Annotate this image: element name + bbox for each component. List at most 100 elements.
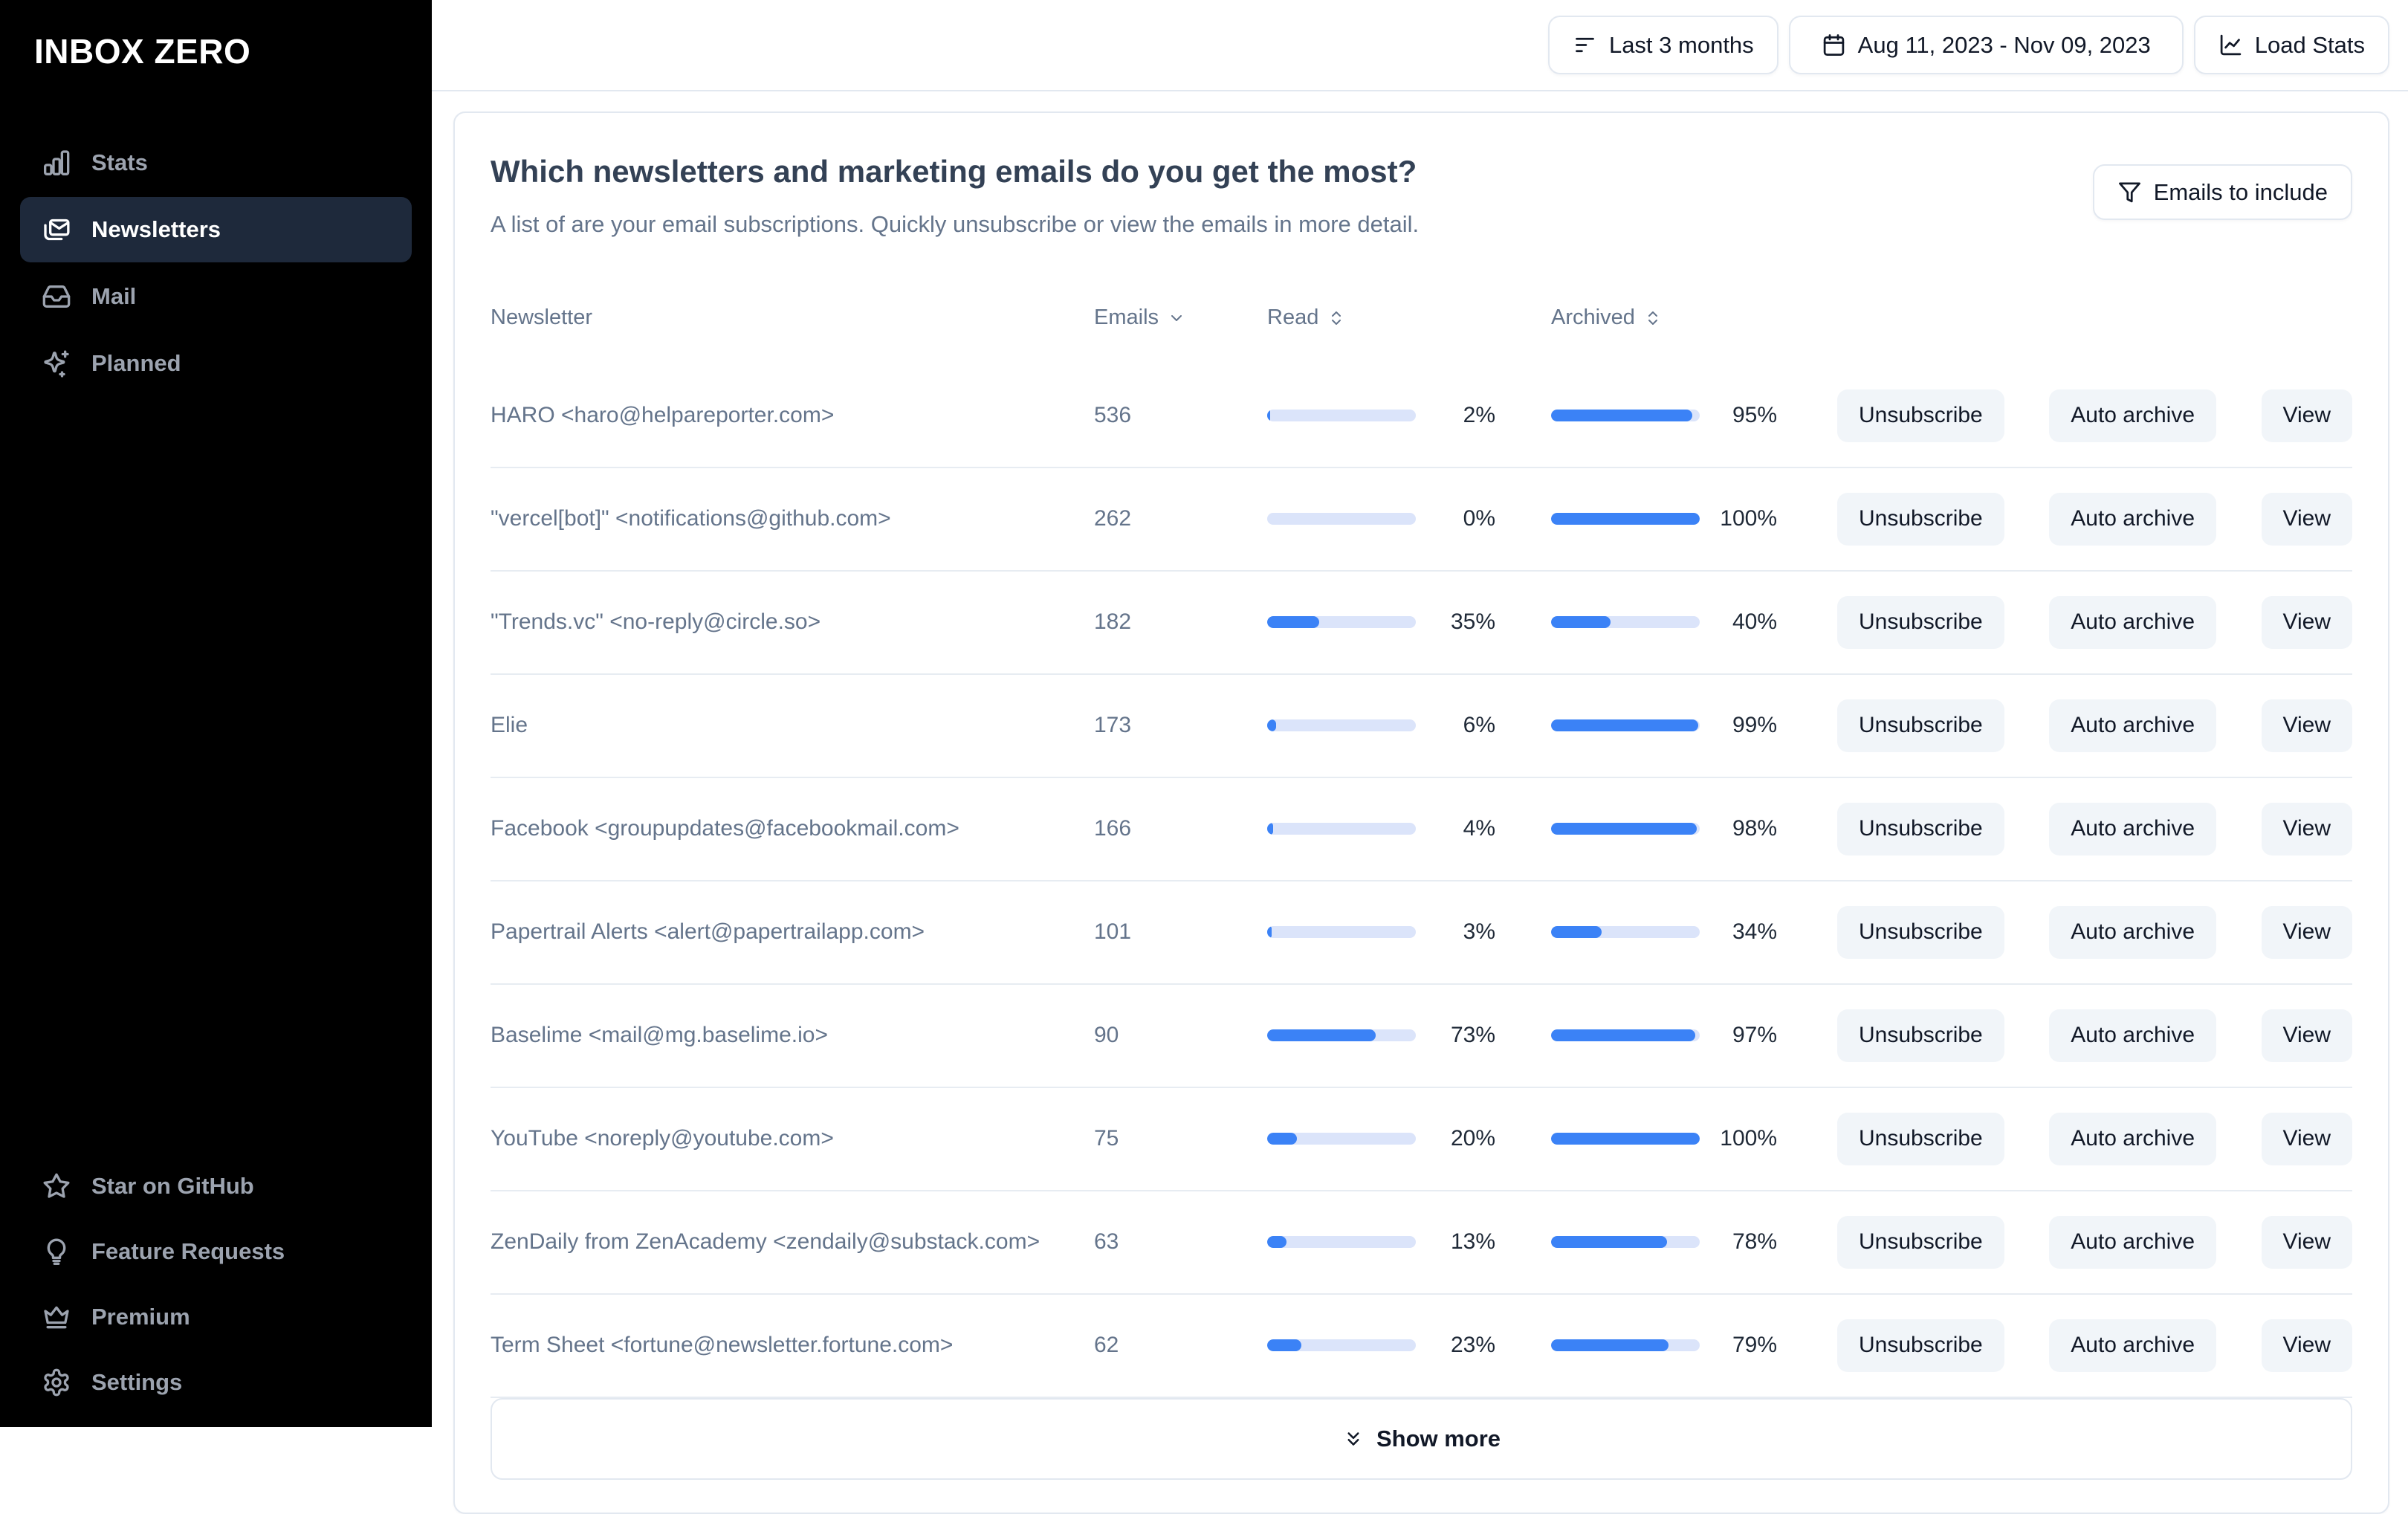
read-percent: 23% bbox=[1450, 1333, 1495, 1358]
newsletter-name: Facebook <groupupdates@facebookmail.com> bbox=[491, 816, 959, 841]
emails-to-include-label: Emails to include bbox=[2153, 178, 2328, 205]
archived-progress-bar bbox=[1551, 1236, 1700, 1249]
archived-percent: 40% bbox=[1732, 609, 1777, 635]
row-actions: Unsubscribe Auto archive View bbox=[1837, 699, 2352, 752]
archived-percent: 100% bbox=[1720, 1126, 1777, 1151]
read-cell: 73% bbox=[1267, 1023, 1495, 1048]
view-button[interactable]: View bbox=[2261, 1319, 2352, 1372]
auto-archive-button[interactable]: Auto archive bbox=[2049, 595, 2217, 649]
sidebar-item-label: Star on GitHub bbox=[91, 1173, 254, 1199]
sort-by-emails[interactable]: Emails bbox=[1094, 305, 1185, 330]
read-cell: 35% bbox=[1267, 609, 1495, 635]
unsubscribe-button[interactable]: Unsubscribe bbox=[1837, 699, 2004, 752]
view-button[interactable]: View bbox=[2261, 1215, 2352, 1269]
archived-progress-fill bbox=[1551, 719, 1698, 732]
sidebar-item-premium[interactable]: Premium bbox=[20, 1284, 412, 1350]
chevrons-up-down-icon bbox=[1644, 309, 1662, 327]
read-progress-bar bbox=[1267, 1029, 1416, 1042]
view-button[interactable]: View bbox=[2261, 389, 2352, 442]
archived-percent: 100% bbox=[1720, 506, 1777, 531]
unsubscribe-button[interactable]: Unsubscribe bbox=[1837, 492, 2004, 546]
auto-archive-button[interactable]: Auto archive bbox=[2049, 1112, 2217, 1165]
row-actions: Unsubscribe Auto archive View bbox=[1837, 802, 2352, 855]
view-button[interactable]: View bbox=[2261, 595, 2352, 649]
read-percent: 73% bbox=[1450, 1023, 1495, 1048]
sort-by-archived[interactable]: Archived bbox=[1551, 305, 1662, 330]
auto-archive-button[interactable]: Auto archive bbox=[2049, 905, 2217, 959]
archived-progress-fill bbox=[1551, 616, 1611, 629]
newsletter-name: "Trends.vc" <no-reply@circle.so> bbox=[491, 609, 821, 635]
load-stats-button[interactable]: Load Stats bbox=[2193, 16, 2389, 74]
sidebar-item-planned[interactable]: Planned bbox=[20, 331, 412, 396]
auto-archive-button[interactable]: Auto archive bbox=[2049, 802, 2217, 855]
bar-chart-icon bbox=[42, 148, 71, 178]
unsubscribe-button[interactable]: Unsubscribe bbox=[1837, 1215, 2004, 1269]
sidebar-item-label: Premium bbox=[91, 1304, 190, 1330]
archived-progress-fill bbox=[1551, 410, 1692, 422]
view-button[interactable]: View bbox=[2261, 492, 2352, 546]
table-header: Newsletter Emails Read bbox=[491, 305, 2352, 331]
read-progress-fill bbox=[1267, 1029, 1376, 1042]
view-button[interactable]: View bbox=[2261, 699, 2352, 752]
view-button[interactable]: View bbox=[2261, 1009, 2352, 1062]
unsubscribe-button[interactable]: Unsubscribe bbox=[1837, 389, 2004, 442]
archived-progress-fill bbox=[1551, 1339, 1669, 1352]
sidebar-item-stats[interactable]: Stats bbox=[20, 130, 412, 195]
sidebar-item-feature-requests[interactable]: Feature Requests bbox=[20, 1219, 412, 1284]
sidebar-item-star-on-github[interactable]: Star on GitHub bbox=[20, 1154, 412, 1219]
auto-archive-button[interactable]: Auto archive bbox=[2049, 389, 2217, 442]
view-button[interactable]: View bbox=[2261, 802, 2352, 855]
view-button[interactable]: View bbox=[2261, 1112, 2352, 1165]
line-chart-icon bbox=[2218, 33, 2243, 57]
archived-percent: 95% bbox=[1732, 403, 1777, 428]
archived-progress-bar bbox=[1551, 513, 1700, 525]
read-cell: 0% bbox=[1267, 506, 1495, 531]
archived-cell: 99% bbox=[1551, 713, 1777, 738]
auto-archive-button[interactable]: Auto archive bbox=[2049, 1009, 2217, 1062]
emails-to-include-button[interactable]: Emails to include bbox=[2092, 164, 2352, 220]
table-row: Facebook <groupupdates@facebookmail.com>… bbox=[491, 778, 2352, 881]
unsubscribe-button[interactable]: Unsubscribe bbox=[1837, 1319, 2004, 1372]
read-progress-bar bbox=[1267, 1133, 1416, 1145]
read-cell: 6% bbox=[1267, 713, 1495, 738]
sort-by-read[interactable]: Read bbox=[1267, 305, 1345, 330]
unsubscribe-button[interactable]: Unsubscribe bbox=[1837, 1112, 2004, 1165]
sidebar-item-label: Feature Requests bbox=[91, 1238, 285, 1264]
read-progress-bar bbox=[1267, 1339, 1416, 1352]
emails-count: 536 bbox=[1094, 403, 1132, 428]
panel-header: Which newsletters and marketing emails d… bbox=[491, 146, 2352, 240]
read-percent: 3% bbox=[1463, 919, 1495, 945]
newsletter-name: Elie bbox=[491, 713, 528, 738]
newsletter-name: Papertrail Alerts <alert@papertrailapp.c… bbox=[491, 919, 925, 945]
sidebar-item-newsletters[interactable]: Newsletters bbox=[20, 196, 412, 262]
show-more-button[interactable]: Show more bbox=[491, 1397, 2352, 1480]
unsubscribe-button[interactable]: Unsubscribe bbox=[1837, 1009, 2004, 1062]
read-progress-bar bbox=[1267, 616, 1416, 629]
unsubscribe-button[interactable]: Unsubscribe bbox=[1837, 595, 2004, 649]
archived-cell: 95% bbox=[1551, 403, 1777, 428]
table-row: Elie 173 6% 99% Unsubscribe Auto archive… bbox=[491, 675, 2352, 778]
date-range-preset-button[interactable]: Last 3 months bbox=[1547, 16, 1779, 74]
newsletter-name: HARO <haro@helpareporter.com> bbox=[491, 403, 835, 428]
emails-count: 262 bbox=[1094, 506, 1132, 531]
read-progress-fill bbox=[1267, 410, 1270, 422]
archived-percent: 99% bbox=[1732, 713, 1777, 738]
sidebar-item-settings[interactable]: Settings bbox=[20, 1350, 412, 1415]
archived-progress-fill bbox=[1551, 823, 1697, 835]
date-range-picker-button[interactable]: Aug 11, 2023 - Nov 09, 2023 bbox=[1788, 16, 2184, 74]
unsubscribe-button[interactable]: Unsubscribe bbox=[1837, 802, 2004, 855]
show-more-label: Show more bbox=[1376, 1425, 1501, 1452]
app-logo[interactable]: INBOX ZERO bbox=[34, 32, 251, 71]
chevron-down-icon bbox=[1168, 309, 1185, 327]
archived-cell: 79% bbox=[1551, 1333, 1777, 1358]
view-button[interactable]: View bbox=[2261, 905, 2352, 959]
table-row: "vercel[bot]" <notifications@github.com>… bbox=[491, 468, 2352, 572]
auto-archive-button[interactable]: Auto archive bbox=[2049, 699, 2217, 752]
newsletter-name: ZenDaily from ZenAcademy <zendaily@subst… bbox=[491, 1229, 1040, 1255]
unsubscribe-button[interactable]: Unsubscribe bbox=[1837, 905, 2004, 959]
sidebar-item-mail[interactable]: Mail bbox=[20, 264, 412, 329]
auto-archive-button[interactable]: Auto archive bbox=[2049, 1215, 2217, 1269]
auto-archive-button[interactable]: Auto archive bbox=[2049, 492, 2217, 546]
auto-archive-button[interactable]: Auto archive bbox=[2049, 1319, 2217, 1372]
